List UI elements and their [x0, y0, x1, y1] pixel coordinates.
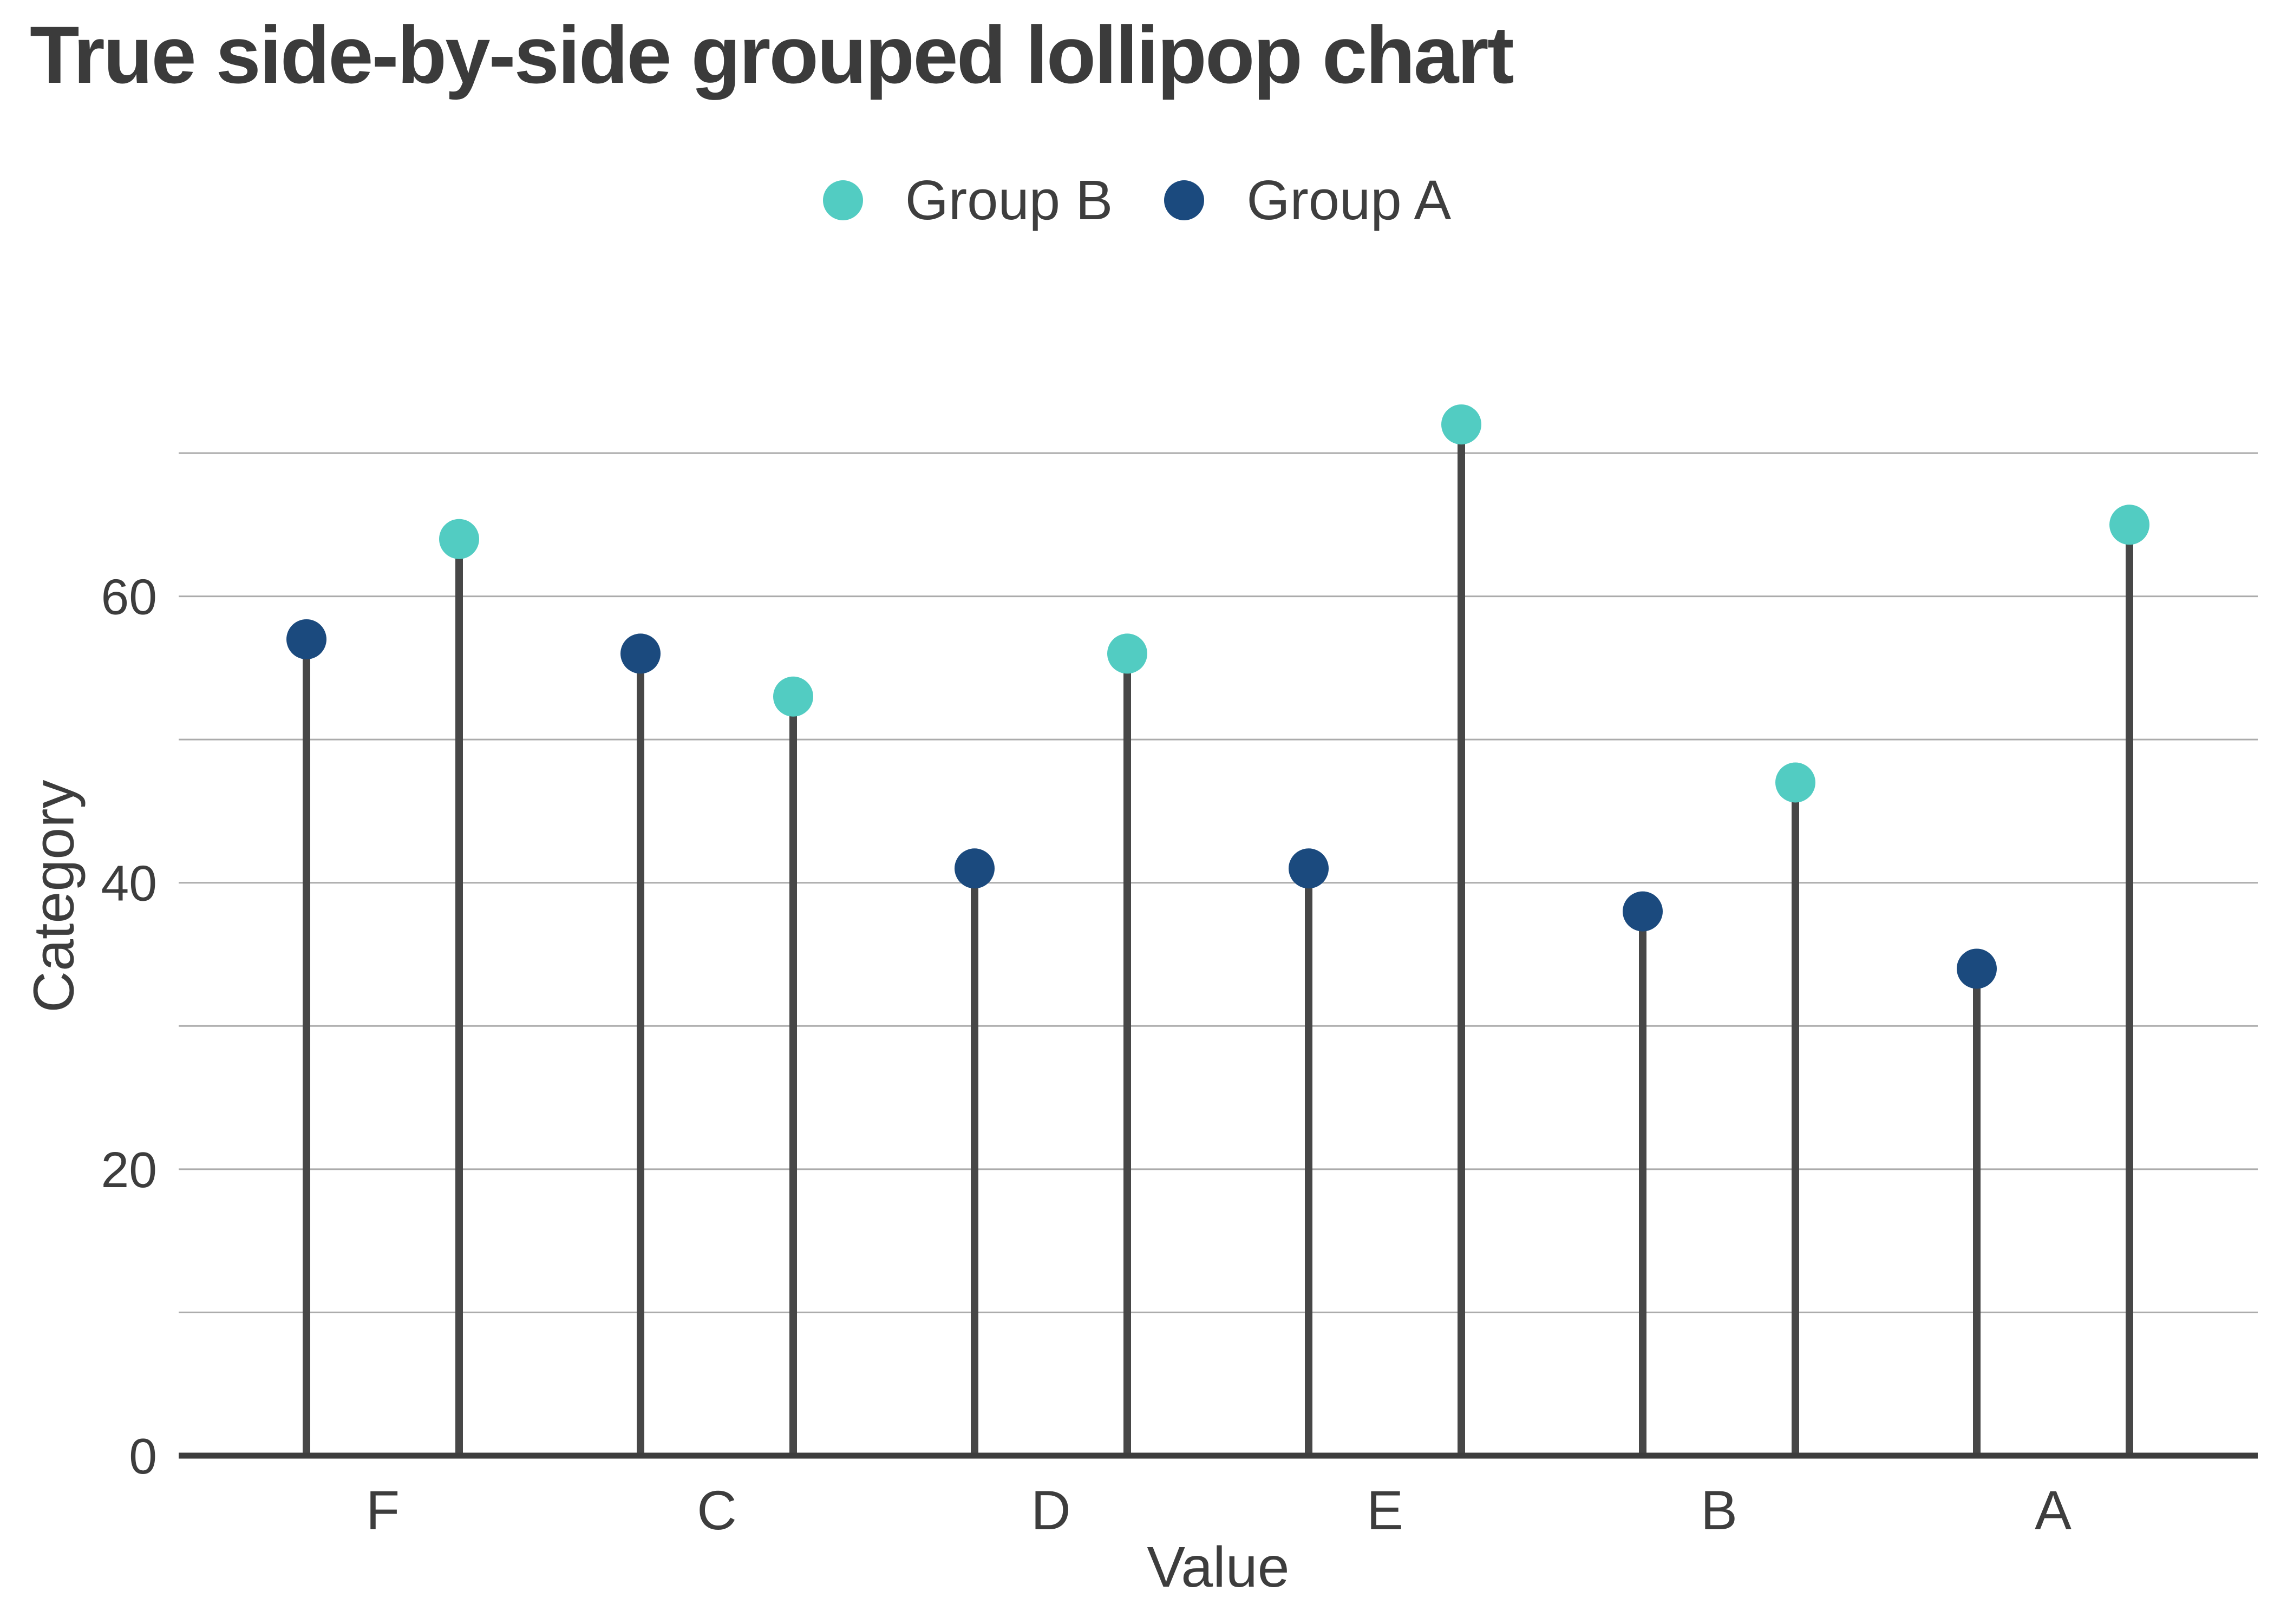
lollipop-dot-group-b-D	[1107, 633, 1147, 674]
x-category-label: C	[697, 1479, 737, 1541]
lollipop-dot-group-a-E	[1289, 848, 1329, 889]
legend: Group B Group A	[0, 172, 2274, 228]
legend-swatch-group-b-icon	[822, 180, 863, 220]
lollipop-dot-group-b-A	[2109, 505, 2149, 545]
lollipop-dot-group-a-C	[620, 633, 661, 674]
legend-label-group-a: Group A	[1246, 169, 1452, 231]
x-category-label: D	[1031, 1479, 1071, 1541]
x-axis-title: Value	[1147, 1535, 1290, 1599]
lollipop-dot-group-b-F	[439, 519, 479, 559]
legend-item-group-b: Group B	[822, 169, 1113, 231]
page-title: True side-by-side grouped lollipop chart	[30, 9, 1514, 100]
x-category-label: F	[366, 1479, 400, 1541]
x-category-label: A	[2035, 1479, 2072, 1541]
legend-item-group-a: Group A	[1164, 172, 1451, 228]
legend-label-group-b: Group B	[905, 169, 1113, 231]
y-axis-title: Category	[22, 780, 86, 1013]
lollipop-dot-group-a-F	[286, 619, 326, 659]
x-category-label: E	[1367, 1479, 1403, 1541]
y-tick-label: 0	[129, 1428, 157, 1484]
lollipop-dot-group-a-A	[1957, 948, 1997, 989]
lollipop-dot-group-b-C	[773, 676, 813, 717]
legend-swatch-group-a-icon	[1164, 180, 1205, 220]
y-tick-label: 20	[101, 1142, 157, 1198]
y-tick-label: 40	[101, 855, 157, 912]
x-category-label: B	[1701, 1479, 1737, 1541]
y-tick-label: 60	[101, 569, 157, 625]
lollipop-dot-group-b-B	[1775, 762, 1815, 803]
lollipop-dot-group-a-B	[1623, 891, 1663, 932]
lollipop-dot-group-a-D	[955, 848, 995, 889]
lollipop-dot-group-b-E	[1441, 404, 1481, 445]
